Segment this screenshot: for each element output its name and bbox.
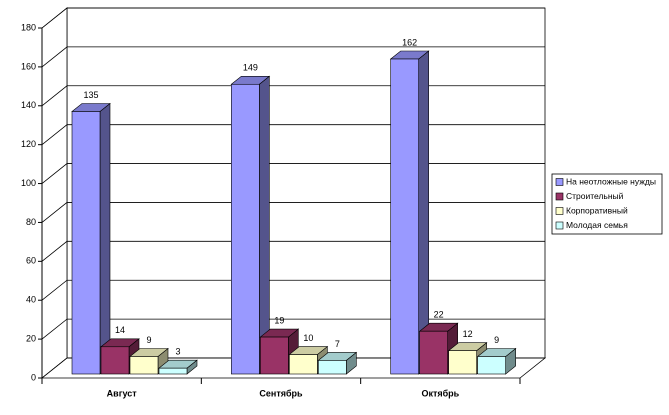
bar: [100, 346, 130, 375]
value-label: 12: [463, 329, 473, 339]
value-label: 14: [115, 325, 125, 335]
value-label: 7: [335, 339, 340, 349]
legend-label: Строительный: [566, 191, 624, 201]
bar: [71, 111, 101, 375]
value-label: 135: [83, 90, 98, 100]
x-tick-label: Сентябрь: [259, 388, 303, 398]
value-label: 3: [175, 347, 180, 357]
value-label: 9: [146, 335, 151, 345]
y-tick-label: 180: [21, 22, 36, 32]
y-tick-label: 160: [21, 61, 36, 71]
bar: [318, 360, 347, 375]
grid-line: [41, 357, 545, 379]
legend-label: Молодая семья: [566, 220, 628, 230]
value-label: 162: [402, 37, 417, 47]
grid-line: [41, 318, 545, 340]
y-tick-label: 140: [21, 100, 36, 110]
bar-side: [259, 75, 270, 375]
legend-label: Корпоративный: [566, 205, 628, 215]
bar: [289, 354, 318, 375]
legend-swatch: [555, 221, 564, 230]
bar: [448, 350, 477, 375]
bar: [158, 367, 188, 375]
bar: [231, 83, 260, 375]
back-wall: [66, 7, 546, 359]
legend-swatch: [555, 207, 564, 215]
bar: [260, 336, 289, 375]
y-tick-label: 120: [21, 139, 36, 149]
bar: [419, 330, 448, 375]
value-label: 149: [243, 63, 258, 73]
grid-line: [41, 202, 545, 223]
y-tick-label: 20: [26, 333, 36, 343]
legend-box: [551, 173, 663, 235]
value-label: 10: [303, 333, 313, 343]
legend-swatch: [555, 192, 564, 201]
y-tick-label: 80: [26, 217, 36, 227]
legend-swatch: [555, 178, 564, 186]
grid-line: [41, 163, 545, 184]
x-tick-label: Октябрь: [421, 388, 459, 398]
grid-line: [41, 240, 545, 262]
value-label: 22: [434, 310, 444, 320]
value-label: 9: [494, 335, 499, 345]
x-tick-label: Август: [107, 388, 138, 398]
grid-line: [41, 46, 545, 68]
grid-line: [41, 279, 545, 301]
grid-line: [41, 7, 545, 29]
bar: [477, 356, 506, 375]
y-tick-label: 100: [21, 178, 36, 188]
bar: [129, 356, 159, 375]
grid-line: [41, 85, 545, 107]
y-tick-label: 0: [31, 372, 36, 382]
grid-line: [41, 124, 545, 145]
y-tick-label: 40: [26, 295, 36, 305]
bar-side: [99, 102, 111, 375]
bar: [390, 58, 419, 375]
value-label: 19: [274, 315, 284, 325]
y-tick-label: 60: [26, 256, 36, 266]
legend-label: На неотложные нужды: [566, 176, 656, 186]
